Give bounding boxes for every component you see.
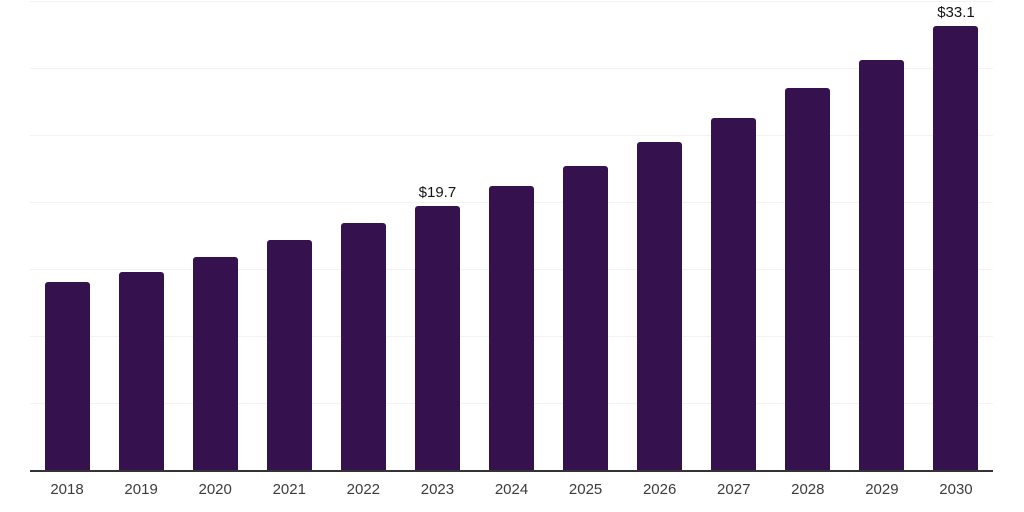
bar-slot: $33.1 — [919, 1, 993, 470]
bar-slot: $19.7 — [400, 1, 474, 470]
bar-slot — [104, 1, 178, 470]
plot-area: $19.7 $33.1 — [30, 1, 993, 470]
bar-value-label: $19.7 — [418, 184, 457, 202]
x-axis-label: 2018 — [50, 481, 84, 498]
x-axis-label: 2027 — [717, 481, 751, 498]
bar-slot — [30, 1, 104, 470]
bar-slot — [771, 1, 845, 470]
bar-2024 — [489, 185, 534, 470]
bar-value-label: $33.1 — [937, 4, 975, 22]
bar-slot — [549, 1, 623, 470]
bar-2029 — [859, 59, 905, 470]
x-axis-label: 2028 — [791, 481, 825, 498]
bar-slot — [474, 1, 548, 470]
x-axis: 2018 2019 2020 2021 2022 2023 2024 2025 2026 2027… — [30, 481, 993, 498]
x-axis-label: 2019 — [124, 481, 158, 498]
bar-2021 — [266, 239, 312, 470]
x-axis-label: 2025 — [568, 481, 603, 498]
bar-2018 — [44, 282, 90, 470]
x-axis-label: 2024 — [494, 481, 529, 498]
gridline — [30, 1, 993, 2]
x-axis-line — [30, 470, 993, 472]
bar-2022 — [340, 223, 386, 470]
x-axis-label: 2021 — [272, 481, 306, 498]
bar-slot — [178, 1, 252, 470]
bar-2026 — [637, 141, 683, 470]
bar-2020 — [192, 256, 238, 470]
bar-slot — [326, 1, 400, 470]
bars: $19.7 $33.1 — [30, 1, 993, 470]
bar-2027 — [711, 117, 757, 470]
x-axis-label: 2029 — [865, 481, 899, 498]
bar-2025 — [563, 165, 609, 470]
gridline — [30, 68, 993, 69]
bar-2028 — [785, 88, 831, 470]
x-axis-label: 2030 — [939, 481, 973, 498]
x-axis-label: 2020 — [198, 481, 232, 498]
bar-slot — [697, 1, 771, 470]
bar-slot — [252, 1, 326, 470]
x-axis-label: 2022 — [346, 481, 381, 498]
x-axis-label: 2026 — [642, 481, 677, 498]
bar-2019 — [118, 271, 164, 470]
bar-2023: $19.7 — [414, 184, 460, 470]
bar-slot — [845, 1, 919, 470]
gridline — [30, 135, 993, 136]
bar-2030: $33.1 — [933, 4, 979, 470]
bar-slot — [623, 1, 697, 470]
x-axis-label: 2023 — [420, 481, 455, 498]
